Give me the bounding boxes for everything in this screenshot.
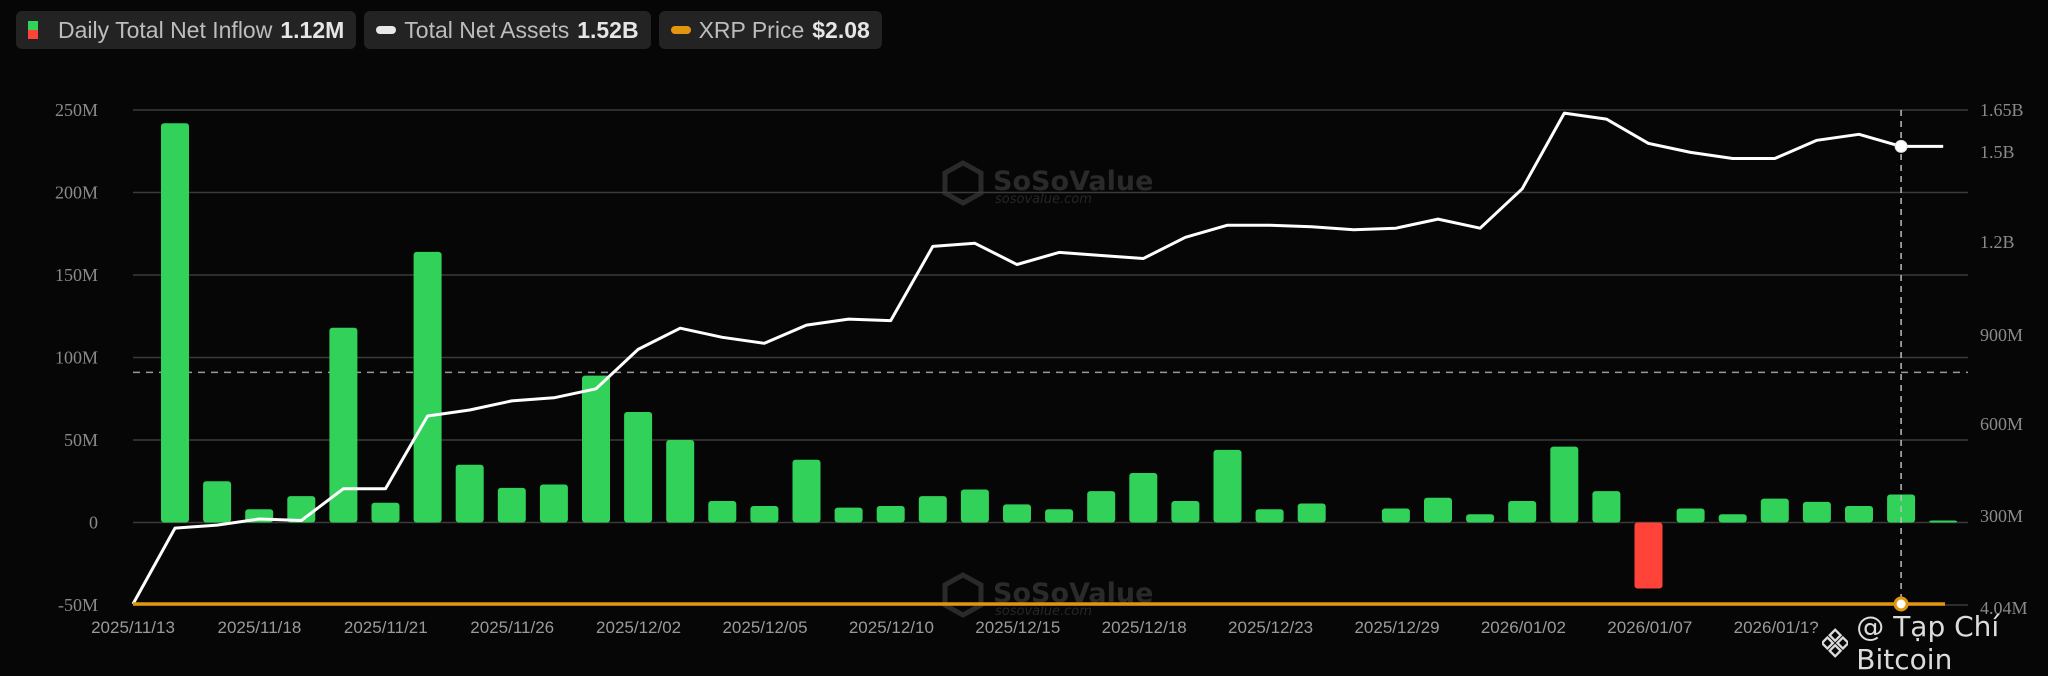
inflow-bars	[161, 123, 1958, 589]
left-axis-tick: 100M	[55, 348, 98, 368]
x-axis-tick: 2025/11/26	[470, 618, 554, 637]
price-hover-dot	[1893, 596, 1909, 612]
chart-canvas[interactable]: SoSoValue sosovalue.com SoSoValue sosova…	[0, 0, 2048, 654]
left-axis-tick: 250M	[55, 100, 98, 120]
legend-daily-net-inflow[interactable]: Daily Total Net Inflow 1.12M	[16, 11, 357, 49]
inflow-bar[interactable]	[1045, 509, 1074, 523]
legend-value: $2.08	[812, 16, 870, 43]
legend-value: 1.12M	[280, 16, 345, 43]
inflow-bar[interactable]	[1381, 508, 1410, 523]
inflow-bar[interactable]	[792, 459, 821, 523]
legend-xrp-price[interactable]: XRP Price $2.08	[658, 11, 882, 49]
inflow-bar[interactable]	[329, 327, 358, 523]
inflow-bar[interactable]	[624, 411, 653, 523]
inflow-bar[interactable]	[371, 502, 400, 523]
lines	[131, 111, 1945, 606]
x-axis-tick: 2025/12/18	[1102, 618, 1187, 637]
inflow-bar[interactable]	[1171, 501, 1200, 523]
inflow-bar[interactable]	[918, 496, 947, 523]
right-axis-tick: 1.5B	[1980, 142, 2015, 162]
net-assets-line[interactable]	[131, 111, 1944, 605]
inflow-bar[interactable]	[287, 496, 316, 523]
inflow-bar[interactable]	[750, 506, 779, 523]
legend-value: 1.52B	[577, 16, 639, 43]
right-axis-tick: 4.04M	[1980, 598, 2028, 618]
right-axis-tick: 600M	[1980, 414, 2023, 434]
sosovalue-logo-icon	[942, 572, 984, 618]
legend: Daily Total Net Inflow 1.12M Total Net A…	[16, 11, 882, 49]
right-axis: 1.65B 1.5B 1.2B 900M 600M 300M 4.04M	[1980, 100, 2028, 618]
left-axis-tick: 0	[89, 513, 98, 533]
x-axis-tick: 2025/12/29	[1354, 618, 1439, 637]
x-axis-tick: 2026/01/07	[1607, 618, 1692, 637]
legend-label: Total Net Assets	[404, 16, 570, 43]
inflow-bar[interactable]	[161, 123, 189, 523]
left-axis-tick: 150M	[55, 265, 98, 285]
legend-label: Daily Total Net Inflow	[58, 16, 273, 43]
right-axis-tick: 300M	[1980, 506, 2023, 526]
inflow-bar[interactable]	[203, 481, 232, 523]
inflow-bar[interactable]	[876, 506, 905, 523]
inflow-bar[interactable]	[455, 464, 484, 523]
inflow-bar[interactable]	[1003, 504, 1031, 523]
inflow-bar[interactable]	[1592, 491, 1621, 523]
inflow-bar[interactable]	[1550, 446, 1579, 523]
x-axis-tick: 2025/11/21	[344, 618, 428, 637]
x-axis-tick: 2025/12/15	[975, 618, 1060, 637]
inflow-bar[interactable]	[1213, 449, 1242, 523]
inflow-bar[interactable]	[1255, 509, 1284, 523]
inflow-bar[interactable]	[1676, 508, 1705, 523]
left-axis-tick: -50M	[58, 595, 98, 615]
binance-logo-icon	[1822, 628, 1849, 658]
x-axis-tick: 2025/11/18	[217, 618, 301, 637]
x-axis-tick: 2025/12/05	[722, 618, 807, 637]
inflow-bar[interactable]	[666, 440, 695, 523]
inflow-bar[interactable]	[1802, 501, 1831, 523]
inflow-bar[interactable]	[1760, 498, 1789, 523]
inflow-bar[interactable]	[834, 507, 863, 523]
right-axis-tick: 1.2B	[1980, 232, 2015, 252]
inflow-bar[interactable]	[1297, 503, 1326, 523]
orange-pill-icon	[670, 26, 691, 34]
green-red-swatch-icon	[28, 21, 38, 39]
inflow-bar[interactable]	[413, 251, 442, 523]
inflow-bar[interactable]	[1466, 514, 1495, 523]
credit-text: @ Tạp Chí Bitcoin	[1856, 610, 2000, 676]
inflow-bar[interactable]	[1129, 473, 1158, 523]
hover-crosshair	[1893, 110, 1909, 612]
watermark-url: sosovalue.com	[995, 604, 1092, 619]
legend-label: XRP Price	[698, 16, 805, 43]
left-axis-tick: 50M	[64, 430, 98, 450]
right-axis-tick: 900M	[1980, 325, 2023, 345]
inflow-bar[interactable]	[497, 487, 526, 523]
net-assets-hover-dot	[1894, 139, 1908, 153]
right-axis-tick: 1.65B	[1980, 100, 2024, 120]
credit: @ Tạp Chí Bitcoin	[1822, 610, 2048, 676]
x-axis-tick: 2025/12/02	[596, 618, 681, 637]
inflow-bar[interactable]	[1508, 501, 1537, 523]
x-axis-tick: 2026/01/1?	[1734, 618, 1819, 637]
inflow-bar[interactable]	[1929, 520, 1958, 523]
left-axis: 250M 200M 150M 100M 50M 0 -50M	[55, 100, 98, 615]
legend-total-net-assets[interactable]: Total Net Assets 1.52B	[364, 11, 651, 49]
inflow-bar[interactable]	[1087, 491, 1116, 523]
inflow-bar[interactable]	[1634, 522, 1663, 589]
inflow-bar[interactable]	[708, 501, 737, 523]
x-axis-tick: 2026/01/02	[1481, 618, 1566, 637]
sosovalue-logo-icon	[942, 160, 984, 206]
inflow-bar[interactable]	[539, 484, 568, 523]
left-axis-tick: 200M	[55, 183, 98, 203]
inflow-bar[interactable]	[582, 375, 610, 523]
watermark-url: sosovalue.com	[995, 192, 1092, 207]
inflow-bar[interactable]	[1718, 514, 1747, 523]
white-pill-icon	[376, 26, 397, 34]
x-axis-tick: 2025/12/23	[1228, 618, 1313, 637]
watermark: SoSoValue sosovalue.com SoSoValue sosova…	[942, 160, 1153, 619]
inflow-bar[interactable]	[1845, 506, 1873, 523]
x-axis-tick: 2025/12/10	[849, 618, 934, 637]
inflow-bar[interactable]	[1424, 497, 1452, 523]
inflow-bar[interactable]	[960, 489, 989, 523]
x-axis: 2025/11/13 2025/11/18 2025/11/21 2025/11/26…	[91, 618, 1819, 637]
x-axis-tick: 2025/11/13	[91, 618, 175, 637]
